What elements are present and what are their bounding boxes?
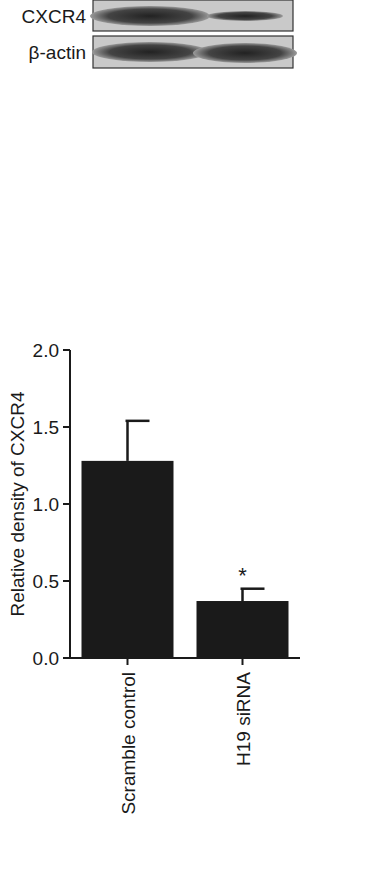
bar — [197, 601, 289, 658]
y-tick-label: 2.0 — [33, 340, 59, 361]
x-tick — [242, 658, 244, 665]
y-tick — [63, 426, 70, 428]
bar — [82, 461, 174, 658]
y-tick — [63, 503, 70, 505]
blot-label: β-actin — [29, 42, 86, 63]
blot-band — [193, 43, 297, 63]
blot-band — [90, 6, 210, 26]
error-bar — [241, 589, 265, 601]
blot-panel: CXCR4 — [22, 0, 293, 31]
chart-container: CXCR4 β-actin * 0.0 0.5 1.0 1.5 2.0 Scramble con… — [0, 0, 385, 884]
y-tick-label: 0.0 — [33, 648, 59, 669]
x-tick — [127, 658, 129, 665]
blot-panel: β-actin — [29, 36, 297, 68]
x-tick-label: H19 siRNA — [233, 672, 254, 766]
y-tick — [63, 657, 70, 659]
bars — [82, 421, 289, 658]
blot-label: CXCR4 — [22, 6, 87, 27]
blot-band — [92, 42, 208, 62]
y-tick-label: 1.0 — [33, 494, 59, 515]
y-tick — [63, 349, 70, 351]
x-tick-label: Scramble control — [118, 672, 139, 815]
y-tick-label: 0.5 — [33, 571, 59, 592]
error-bar — [126, 421, 150, 461]
annotation: * — [238, 563, 247, 588]
chart-svg: CXCR4 β-actin * 0.0 0.5 1.0 1.5 2.0 Scramble con… — [0, 0, 385, 884]
y-tick — [63, 580, 70, 582]
blot-band — [207, 11, 283, 21]
x-axis — [70, 657, 300, 659]
y-tick-label: 1.5 — [33, 417, 59, 438]
y-axis-title: Relative density of CXCR4 — [7, 391, 28, 616]
